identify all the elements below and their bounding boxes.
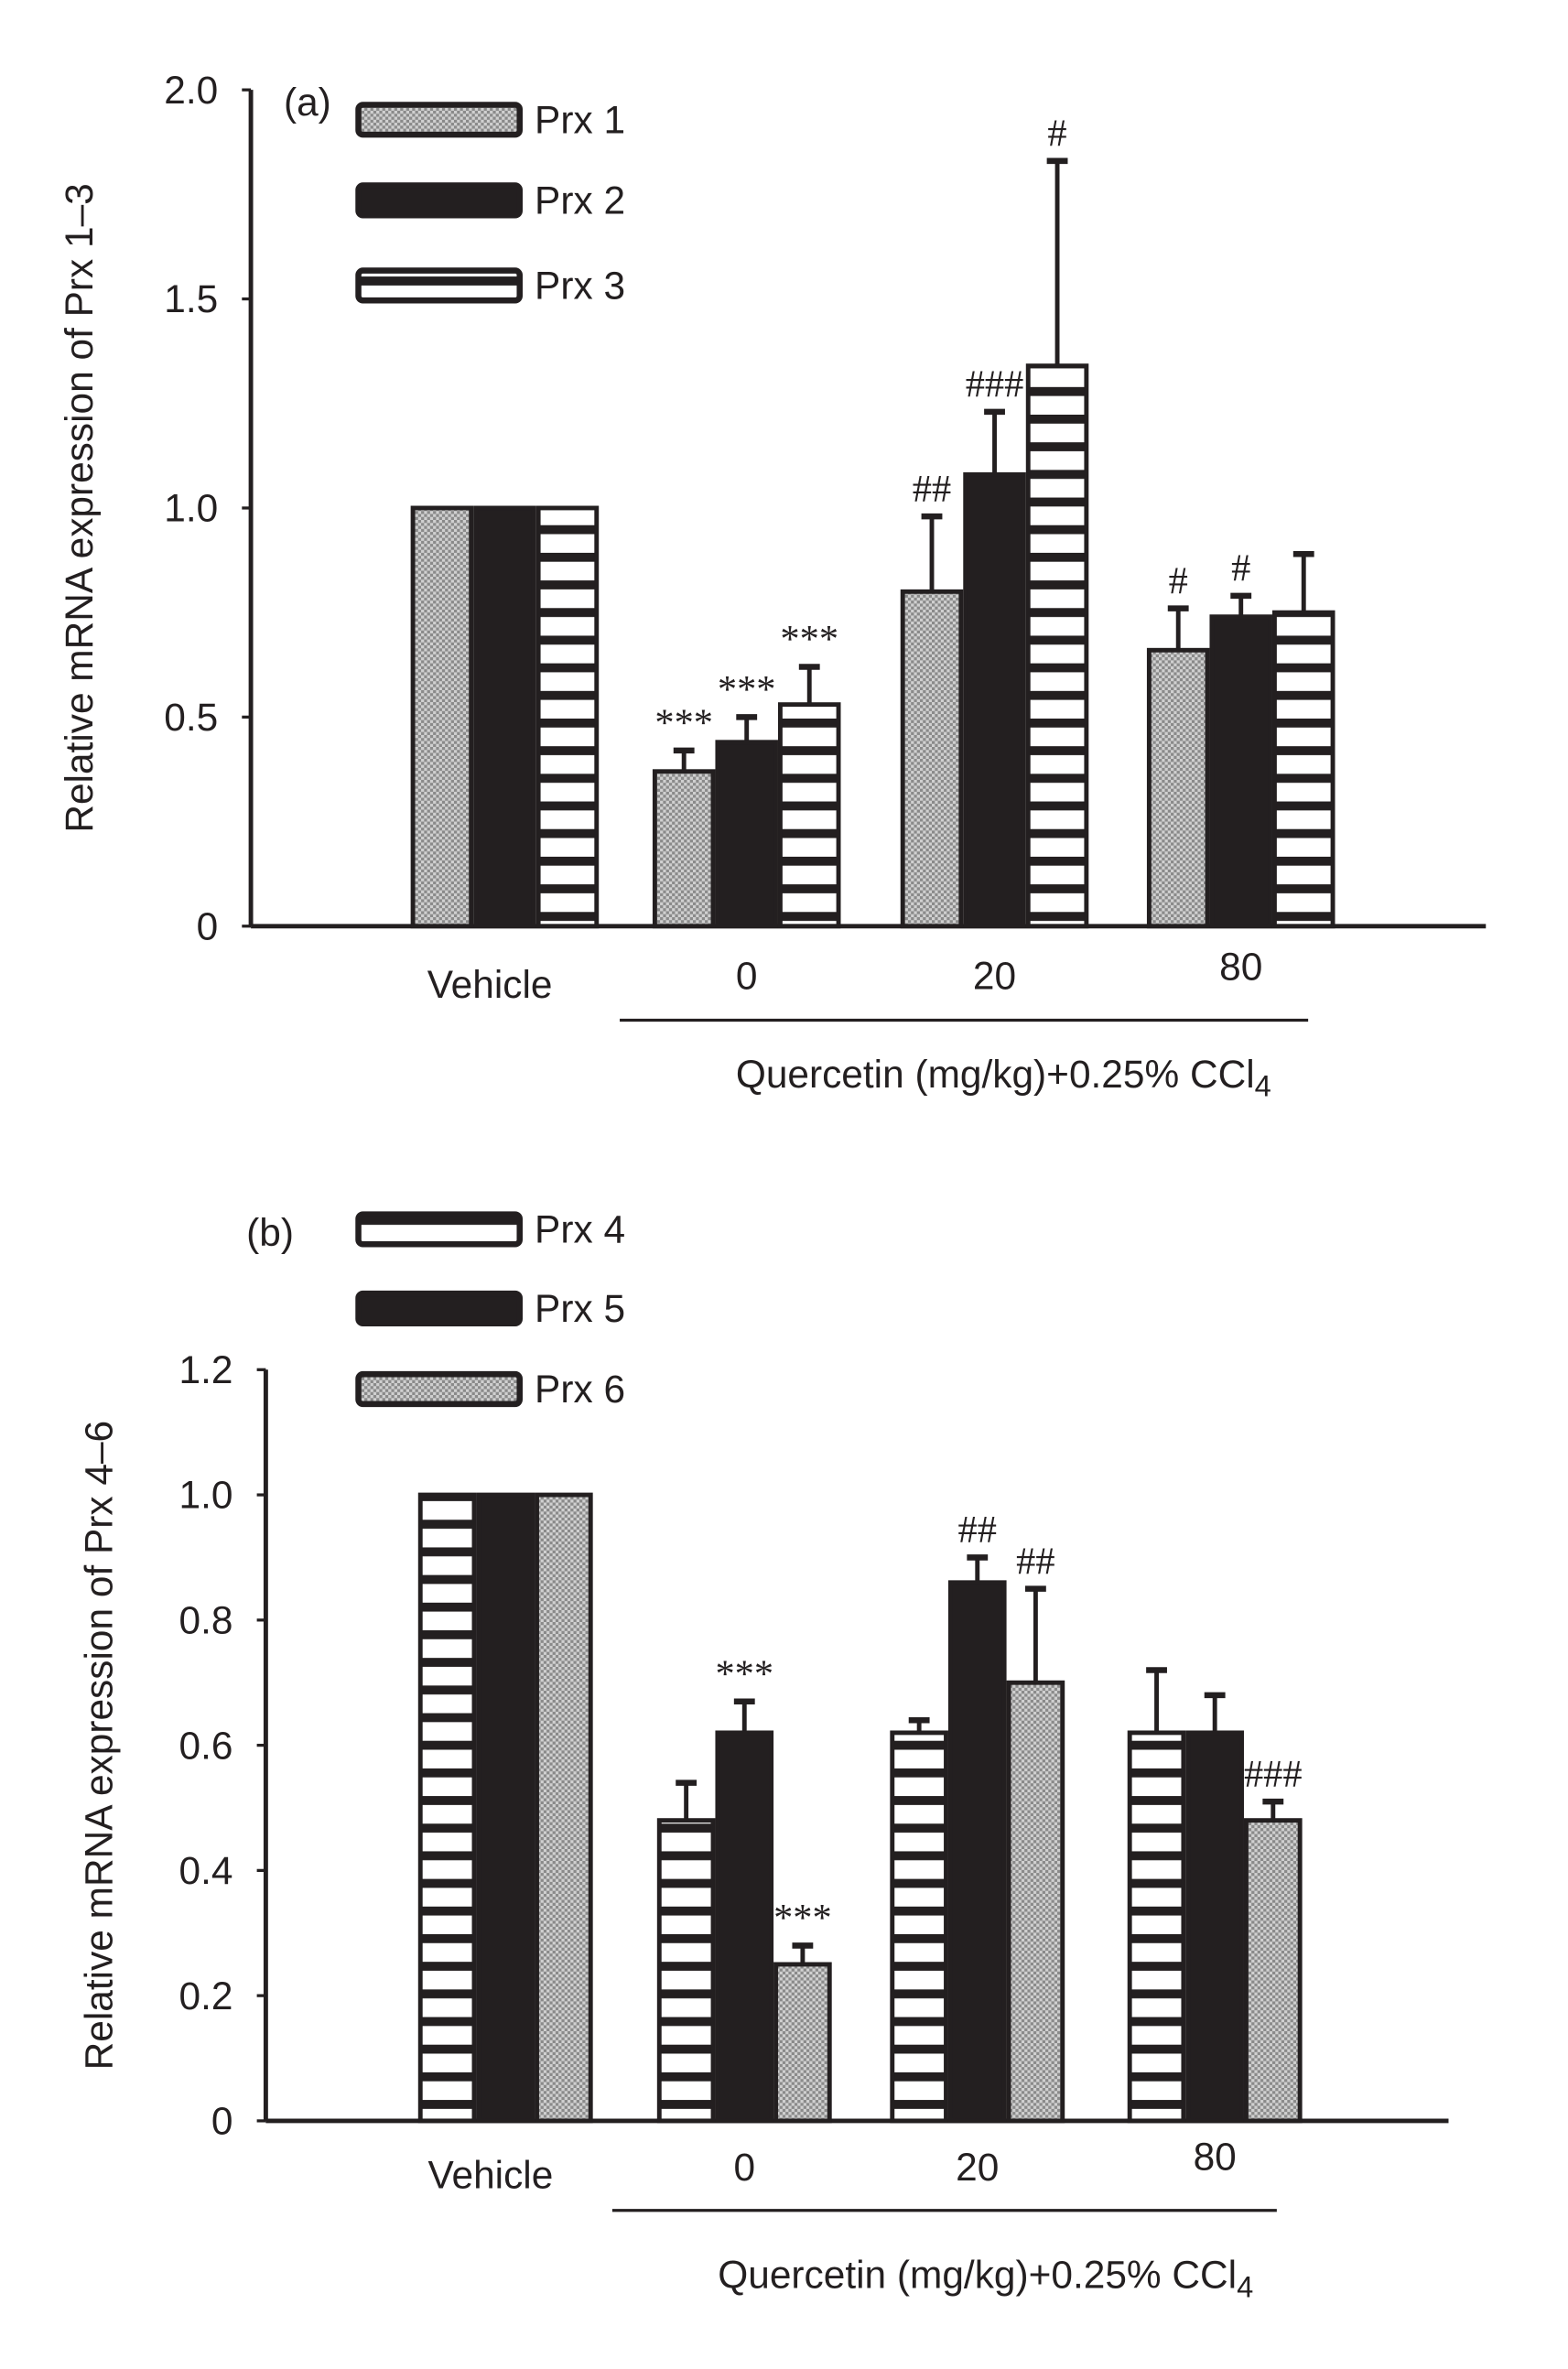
significance-annotation: *** <box>654 702 713 745</box>
bar-prx4-vehicle <box>417 1492 477 2124</box>
y-tick-label: 1.0 <box>164 487 218 530</box>
y-axis-label: Relative mRNA expression of Prx 4–6 <box>77 1421 120 2070</box>
x-tick-label: 0 <box>733 2146 755 2189</box>
x-axis-label-subscript: 4 <box>1255 1069 1271 1103</box>
legend-swatch <box>355 267 523 304</box>
bar-prx2-80 <box>1209 614 1272 929</box>
bar-prx6-20 <box>1006 1680 1065 2124</box>
legend-label: Prx 5 <box>535 1287 625 1330</box>
x-axis-label: Quercetin (mg/kg)+0.25% CCl4 <box>736 1053 1271 1103</box>
y-tick-label: 1.5 <box>164 277 218 320</box>
y-tick-label: 0 <box>211 2100 233 2143</box>
significance-annotation: ### <box>1244 1753 1303 1796</box>
significance-annotation: # <box>1231 547 1250 590</box>
legend-swatch <box>355 182 523 219</box>
legend-swatch <box>355 102 523 138</box>
bar-prx3-vehicle <box>535 505 600 929</box>
bar-prx5-80 <box>1185 1730 1244 2124</box>
significance-annotation: ## <box>1016 1540 1054 1583</box>
y-tick-label: 2.0 <box>164 69 218 112</box>
x-tick-label: 20 <box>956 2146 999 2189</box>
y-axis-label: Relative mRNA expression of Prx 1–3 <box>58 183 101 832</box>
significance-annotation: ### <box>966 363 1024 406</box>
significance-annotation: *** <box>718 668 776 711</box>
bar-prx2-20 <box>963 471 1026 929</box>
bar-prx6-80 <box>1243 1818 1303 2124</box>
significance-annotation: *** <box>780 618 838 661</box>
y-tick-label: 1.2 <box>179 1348 233 1391</box>
significance-annotation: ## <box>913 468 951 511</box>
bar-prx1-80 <box>1146 647 1210 929</box>
legend-label: Prx 2 <box>535 179 625 222</box>
y-tick-label: 0.2 <box>179 1974 233 2017</box>
bar-prx5-vehicle <box>476 1492 535 2124</box>
panels: 0 0.5 1.0 1.5 2.0 Relative mRNA expression of… <box>58 69 1487 2304</box>
bar-prx6-0 <box>773 1962 832 2124</box>
x-tick-label: 20 <box>973 954 1016 997</box>
x-axis-label-main: Quercetin (mg/kg)+0.25% CCl <box>718 2254 1237 2297</box>
legend-label: Prx 4 <box>535 1208 625 1251</box>
significance-annotation: *** <box>773 1897 832 1940</box>
x-tick-label: 0 <box>736 954 758 997</box>
significance-annotation: ## <box>958 1509 997 1552</box>
bar-prx1-0 <box>652 769 716 929</box>
bar-prx6-vehicle <box>535 1492 593 2124</box>
y-tick-label: 0.4 <box>179 1849 233 1892</box>
legend-swatch <box>355 1290 523 1326</box>
bar-prx5-20 <box>947 1580 1007 2124</box>
legend-swatch <box>355 1370 523 1408</box>
legend-label: Prx 3 <box>535 265 625 308</box>
x-tick-label: 80 <box>1219 945 1262 988</box>
bar-prx4-0 <box>656 1818 716 2124</box>
bar-prx4-80 <box>1127 1730 1186 2124</box>
significance-annotation: # <box>1047 113 1066 156</box>
x-tick-label: 80 <box>1194 2136 1237 2179</box>
chart-panel-a: 0 0.5 1.0 1.5 2.0 Relative mRNA expression of… <box>58 69 1487 1103</box>
legend-label: Prx 1 <box>535 98 625 141</box>
bar-prx3-80 <box>1271 610 1336 929</box>
bar-prx2-0 <box>715 740 778 929</box>
bar-prx1-vehicle <box>410 505 474 929</box>
legend-label: Prx 6 <box>535 1368 625 1411</box>
y-tick-label: 0 <box>197 904 219 947</box>
x-tick-label: Vehicle <box>428 2153 554 2196</box>
bar-prx4-20 <box>890 1730 948 2124</box>
legend-swatch <box>355 1211 523 1248</box>
x-axis-label-subscript: 4 <box>1237 2269 1253 2303</box>
chart-panel-b: 0 0.2 0.4 0.6 0.8 1.0 1.2 Relative mRNA express… <box>77 1208 1449 2304</box>
significance-annotation: # <box>1169 559 1188 602</box>
y-tick-label: 0.6 <box>179 1724 233 1767</box>
bar-prx3-20 <box>1025 363 1089 929</box>
x-axis-label-main: Quercetin (mg/kg)+0.25% CCl <box>736 1053 1255 1096</box>
bar-prx1-20 <box>900 589 964 929</box>
bar-prx3-0 <box>777 702 841 929</box>
x-tick-label: Vehicle <box>427 963 553 1006</box>
y-tick-label: 1.0 <box>179 1474 233 1517</box>
panel-label: (a) <box>284 81 331 124</box>
significance-annotation: *** <box>715 1652 773 1695</box>
bar-prx2-vehicle <box>473 505 536 929</box>
x-axis-label: Quercetin (mg/kg)+0.25% CCl4 <box>718 2254 1253 2304</box>
y-tick-label: 0.8 <box>179 1599 233 1642</box>
y-tick-label: 0.5 <box>164 696 218 739</box>
bar-prx5-0 <box>715 1730 774 2124</box>
panel-label: (b) <box>246 1211 294 1254</box>
